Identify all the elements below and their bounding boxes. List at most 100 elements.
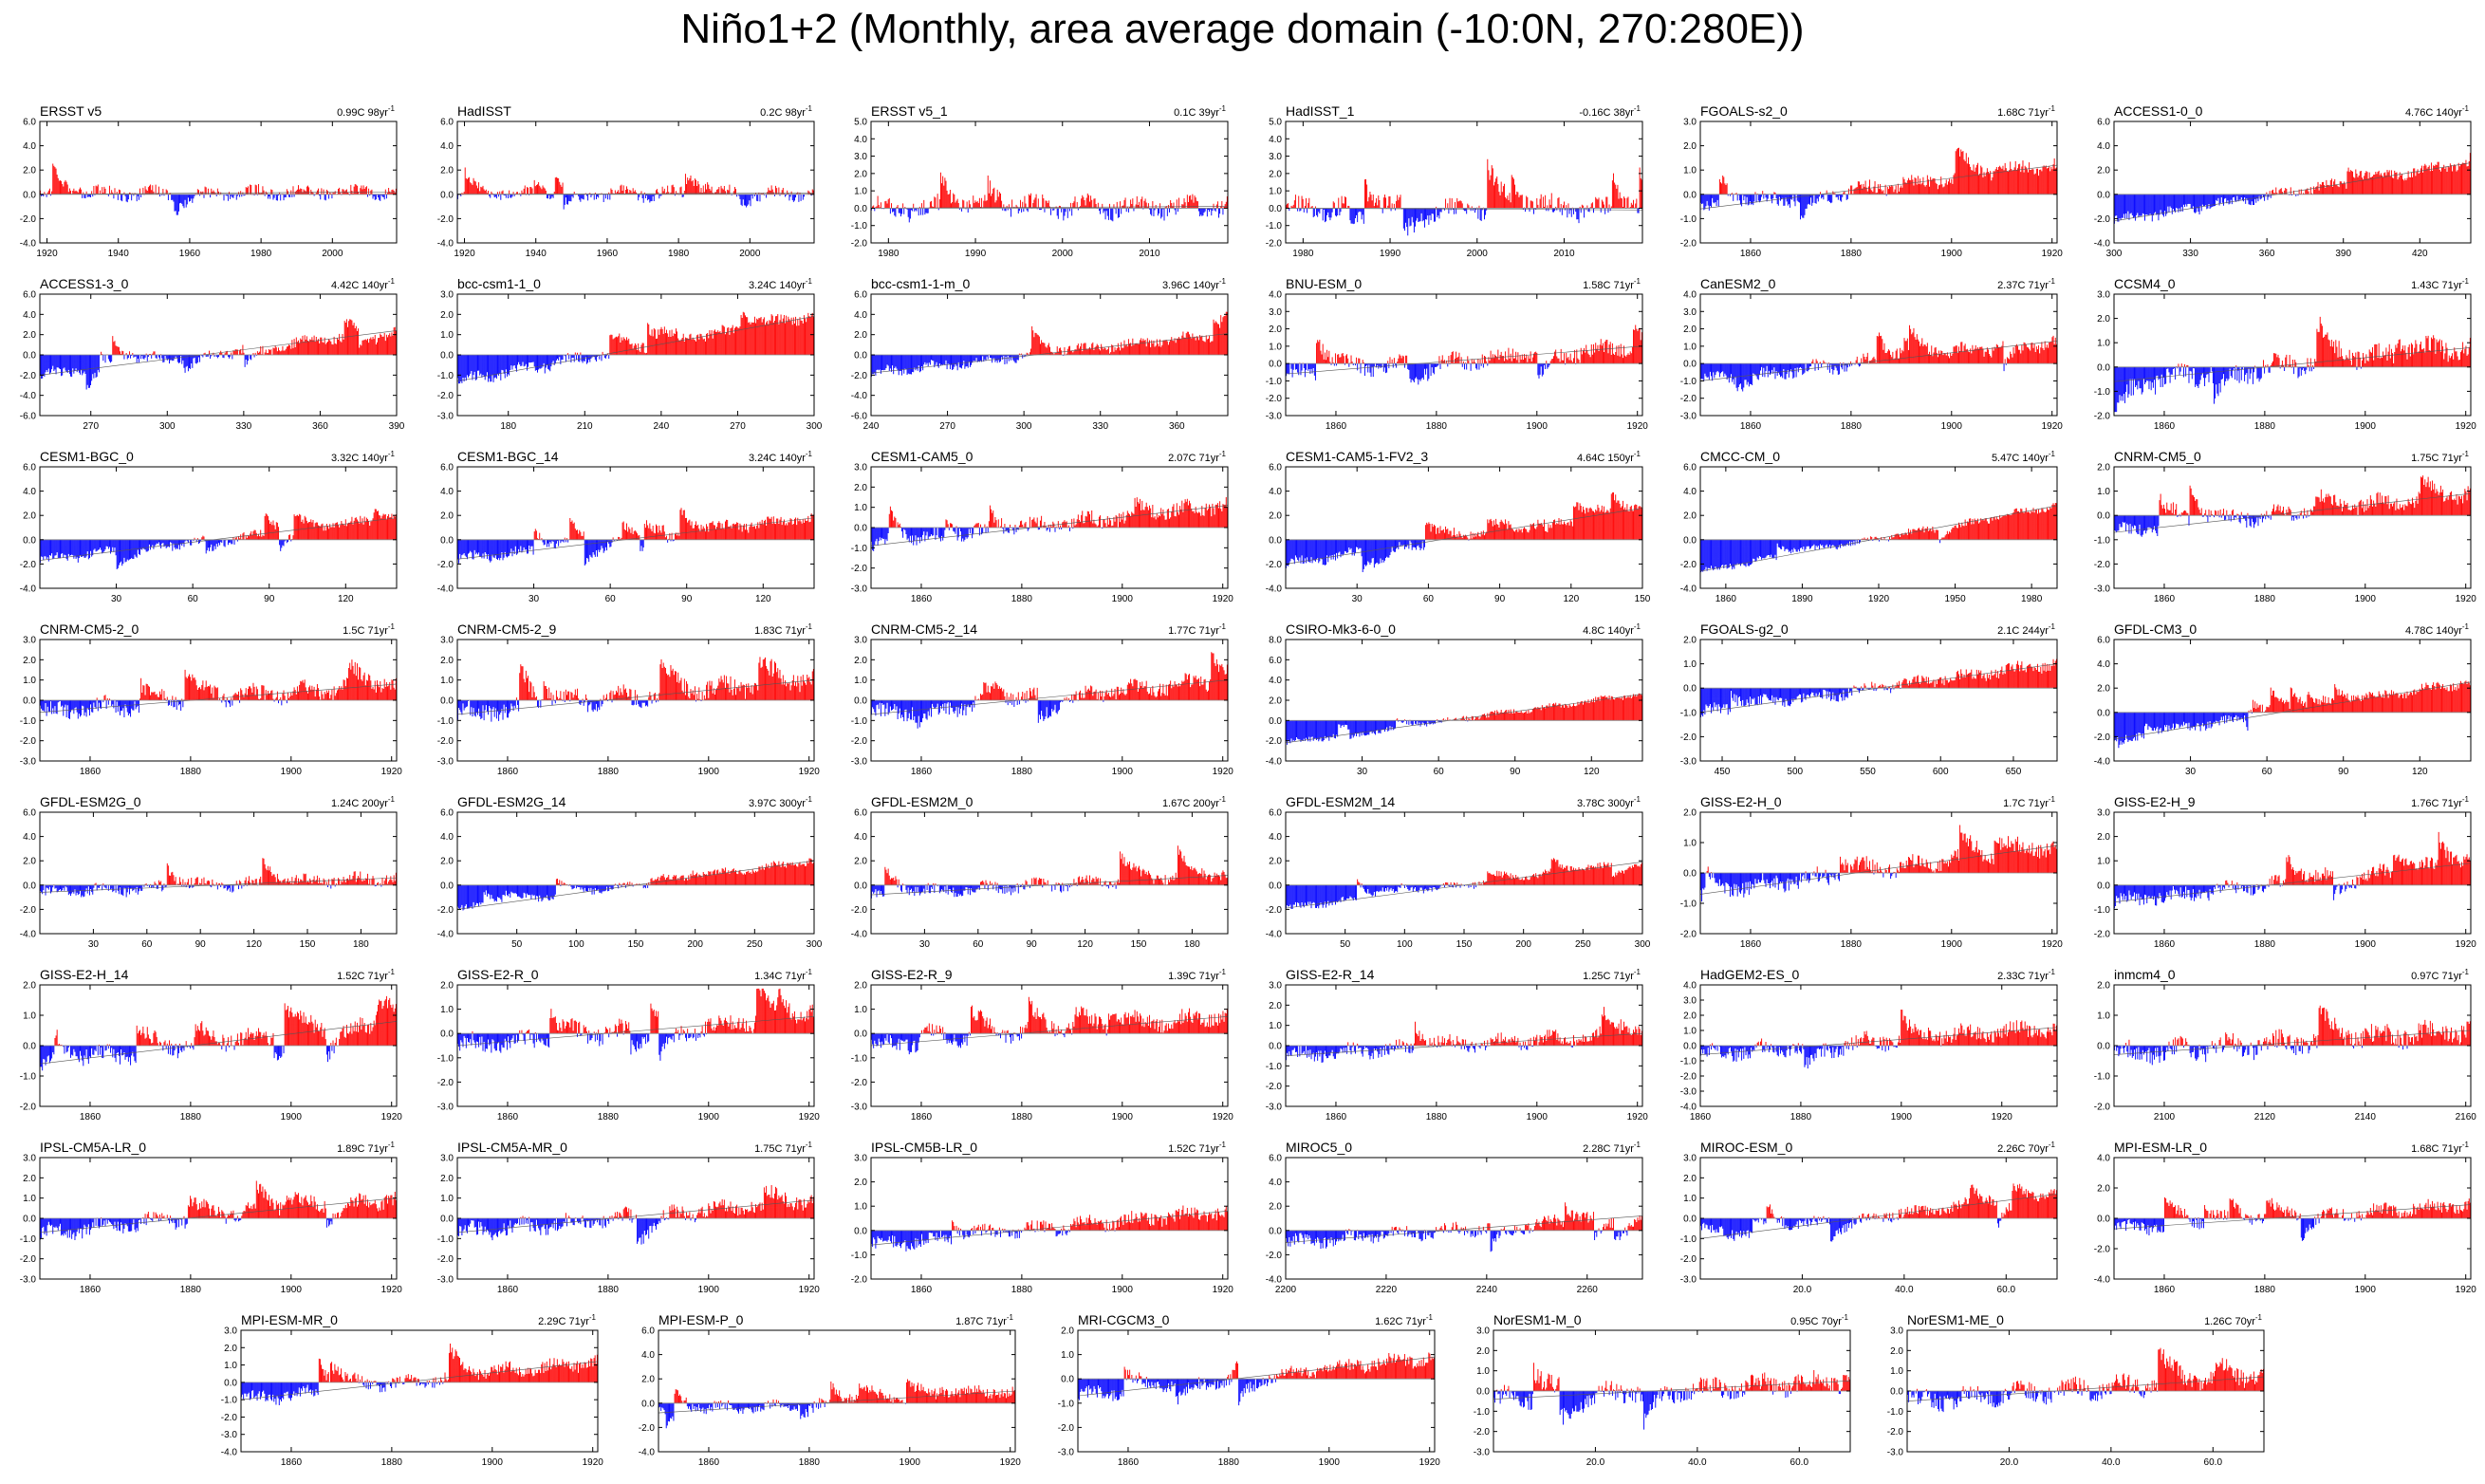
y-tick-label: 0.0 [854,1226,867,1236]
chart-panel: BNU-ESM_0 1.58C 71yr-1 4.0 3.0 2.0 1.0 0.0 -1.0… [1266,273,1648,436]
negative-anomaly-bars [658,1402,906,1429]
y-tick-label: 5.0 [1269,118,1282,128]
y-tick-label: 4.0 [854,310,867,321]
y-tick-label: -1.0 [1680,377,1697,387]
x-tick-label: 1900 [899,1457,921,1468]
y-tick-label: 0.0 [1683,190,1697,200]
x-tick-label: 1860 [497,767,519,777]
x-tick-label: 300 [1016,421,1032,432]
y-tick-label: 2.0 [1683,141,1697,152]
y-tick-label: 0.0 [854,524,867,534]
y-tick-label: 2.0 [1683,511,1697,522]
positive-anomaly-bars [1914,1347,2264,1391]
y-tick-label: -4.0 [437,239,454,250]
y-tick-label: 2.0 [1269,857,1282,867]
chart-panel: CNRM-CM5_0 1.75C 71yr-1 2.0 1.0 0.0 -1.0 -2.0 -… [2094,446,2476,609]
x-tick-label: 2120 [2254,1112,2276,1122]
negative-anomaly-bars [871,528,1103,551]
chart-panel: GISS-E2-R_0 1.34C 71yr-1 2.0 1.0 0.0 -1.0 -2.0… [437,964,820,1127]
x-tick-label: 20.0 [2000,1457,2019,1468]
y-tick-label: 2.0 [854,483,867,493]
panel-stat: 1.58C 71yr-1 [1583,277,1641,291]
plot-frame [39,466,398,589]
chart-svg: CESM1-CAM5-1-FV2_3 4.64C 150yr-1 6.0 4.0 2.0… [1266,449,1651,604]
y-tick-label: 4.0 [1269,676,1282,686]
x-tick-label: 40.0 [1688,1457,1707,1468]
y-tick-label: -3.0 [20,1275,37,1286]
chart-svg: GISS-E2-R_0 1.34C 71yr-1 2.0 1.0 0.0 -1.0 -2.0… [437,967,820,1122]
y-tick-label: 1.0 [1683,839,1697,849]
positive-anomaly-bars [1847,659,2057,689]
y-tick-label: 0.0 [1269,716,1282,727]
plot-frame [1285,466,1643,589]
trend-line [2113,1030,2472,1055]
x-tick-label: 1920 [799,767,821,777]
y-tick-label: -3.0 [437,757,454,768]
x-tick-label: 1920 [36,249,58,259]
positive-anomaly-bars [2115,1005,2471,1046]
negative-anomaly-bars [457,884,649,911]
panel-title: FGOALS-s2_0 [1700,103,1788,119]
x-tick-label: 1900 [1891,1112,1913,1122]
x-tick-label: 390 [2335,249,2351,259]
negative-anomaly-bars [2114,366,2362,413]
y-tick-label: -1.0 [1680,900,1697,910]
negative-anomaly-bars [40,539,292,570]
chart-panel: CESM1-BGC_14 3.24C 140yr-1 6.0 4.0 2.0 0.0 -2.… [437,446,816,609]
positive-anomaly-bars [96,1180,397,1218]
positive-anomaly-bars [472,988,814,1034]
positive-anomaly-bars [1811,325,2057,364]
x-tick-label: 300 [807,939,823,950]
y-tick-label: 6.0 [440,118,454,128]
x-tick-label: 240 [863,421,880,432]
x-tick-label: 1900 [281,1112,303,1122]
positive-anomaly-bars [1496,1363,1850,1391]
y-tick-label: 2.0 [1061,1326,1074,1337]
panel-title: CESM1-CAM5_0 [871,449,974,464]
trend-line [456,1015,815,1047]
y-tick-label: -2.0 [2094,1245,2111,1255]
chart-panel: CCSM4_0 1.43C 71yr-1 3.0 2.0 1.0 0.0 -1.0 -2.0 1… [2094,273,2476,436]
y-tick-label: 0.0 [1269,204,1282,214]
page-title: Niño1+2 (Monthly, area average domain (-… [680,6,1805,52]
x-tick-label: 150 [1131,939,1147,950]
panel-stat: 1.68C 71yr-1 [1997,104,2055,119]
trend-line [1699,844,2058,895]
x-tick-label: 1880 [1011,594,1033,604]
y-tick-label: 1.0 [23,1011,36,1022]
y-tick-label: 6.0 [23,808,36,819]
y-tick-label: -2.0 [1474,1427,1491,1438]
x-tick-label: 1880 [2254,939,2276,950]
x-tick-label: 1920 [454,249,475,259]
y-tick-label: -2.0 [1058,1423,1075,1434]
positive-anomaly-bars [2248,680,2471,713]
x-tick-label: 1880 [180,767,202,777]
y-tick-label: 2.0 [1269,696,1282,707]
panel-title: IPSL-CM5B-LR_0 [871,1140,977,1155]
y-tick-label: 2.0 [1269,325,1282,335]
x-tick-label: 100 [568,939,584,950]
plot-frame [240,1329,599,1453]
y-tick-label: 2.0 [854,981,867,992]
y-tick-label: 3.0 [1683,118,1697,128]
x-tick-label: 2000 [322,249,343,259]
x-tick-label: 1920 [2042,421,2064,432]
y-tick-label: 0.0 [440,351,454,362]
x-tick-label: 1880 [2254,421,2276,432]
y-tick-label: 1.0 [23,676,36,686]
y-tick-label: -2.0 [1887,1427,1904,1438]
y-tick-label: 6.0 [23,463,36,473]
x-tick-label: 650 [2006,767,2022,777]
y-tick-label: -4.0 [20,391,37,401]
negative-anomaly-bars [1700,194,1887,220]
y-tick-label: -3.0 [437,1275,454,1286]
y-tick-label: 0.0 [854,1030,867,1040]
x-tick-label: 1860 [1118,1457,1140,1468]
x-tick-label: 1990 [965,249,987,259]
y-tick-label: -2.0 [437,1078,454,1088]
chart-svg: GFDL-ESM2G_0 1.24C 200yr-1 6.0 4.0 2.0 0.0 -2.… [20,794,398,950]
x-tick-label: 1980 [878,249,899,259]
chart-svg: MPI-ESM-MR_0 2.29C 71yr-1 3.0 2.0 1.0 0.0 -1.0… [221,1312,603,1468]
y-tick-label: -1.0 [851,1053,868,1064]
chart-svg: IPSL-CM5B-LR_0 1.52C 71yr-1 3.0 2.0 1.0 0.0 -1… [851,1140,1233,1295]
